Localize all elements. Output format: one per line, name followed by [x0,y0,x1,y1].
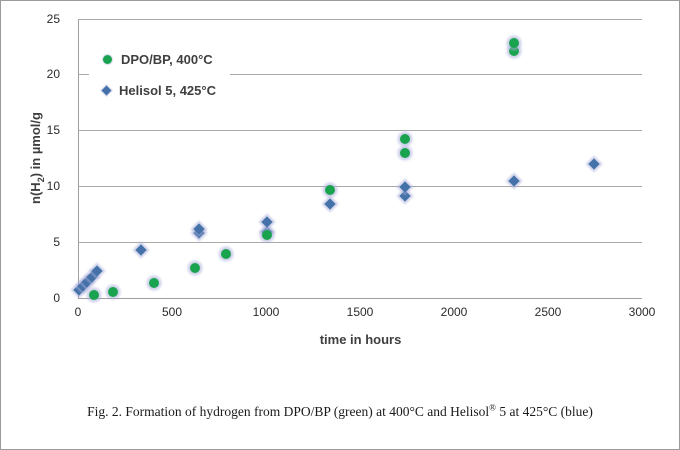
x-tick-label: 1500 [346,305,374,319]
data-point-diamond [508,174,520,187]
y-axis-line [78,18,79,298]
data-point-circle [400,147,411,158]
data-point-circle [220,249,231,260]
y-tick-label: 25 [46,11,60,26]
figure-caption: Fig. 2. Formation of hydrogen from DPO/B… [87,402,593,419]
data-point-circle [107,287,118,298]
x-axis-line [78,298,642,299]
data-point-diamond [324,198,336,210]
data-point-circle [509,45,520,56]
chart-legend: DPO/BP, 400°C Helisol 5, 425°C [89,45,230,104]
hydrogen-scatter-chart: 3000 2500 2000 1500 1000 500 0 25 20 15 10 5 0 n(H2)… [1,1,679,381]
data-point-circle [149,278,160,289]
y-tick-label: 20 [46,67,60,82]
gridline-y-5 [78,242,642,244]
data-point-diamond [588,158,600,170]
green-circle-marker-icon [103,54,112,64]
legend-label: DPO/BP, 400°C [121,51,213,67]
data-point-circle [400,134,411,145]
x-tick-label: 1000 [252,305,280,319]
data-point-diamond [261,216,273,228]
data-point-circle [324,184,335,195]
y-axis-title: n(H2) in µmol/g [28,112,46,204]
x-tick-label: 500 [161,305,183,319]
data-point-circle [261,230,272,241]
data-point-diamond [135,244,147,256]
gridline-y-15 [78,130,642,132]
data-point-circle [509,38,520,49]
gridline-y-10 [78,186,642,188]
x-axis-title: time in hours [319,332,402,347]
x-tick-label: 2000 [440,305,468,319]
x-tick-label: 2500 [534,305,562,319]
data-point-circle [88,290,99,301]
y-tick-label: 0 [53,291,60,305]
y-tick-label: 15 [46,123,60,138]
blue-diamond-marker-icon [101,85,112,95]
legend-entry-helisol: Helisol 5, 425°C [101,82,216,98]
x-tick-label: 0 [74,305,82,319]
gridline-y-20 [78,74,642,76]
legend-entry-dpo-bp: DPO/BP, 400°C [103,51,216,67]
y-tick-label: 10 [46,179,60,194]
gridline-y-25 [78,18,642,20]
legend-label: Helisol 5, 425°C [119,82,216,98]
data-point-circle [189,262,200,273]
data-point-diamond [399,181,411,193]
x-tick-label: 3000 [628,305,656,319]
y-tick-label: 5 [53,235,60,250]
